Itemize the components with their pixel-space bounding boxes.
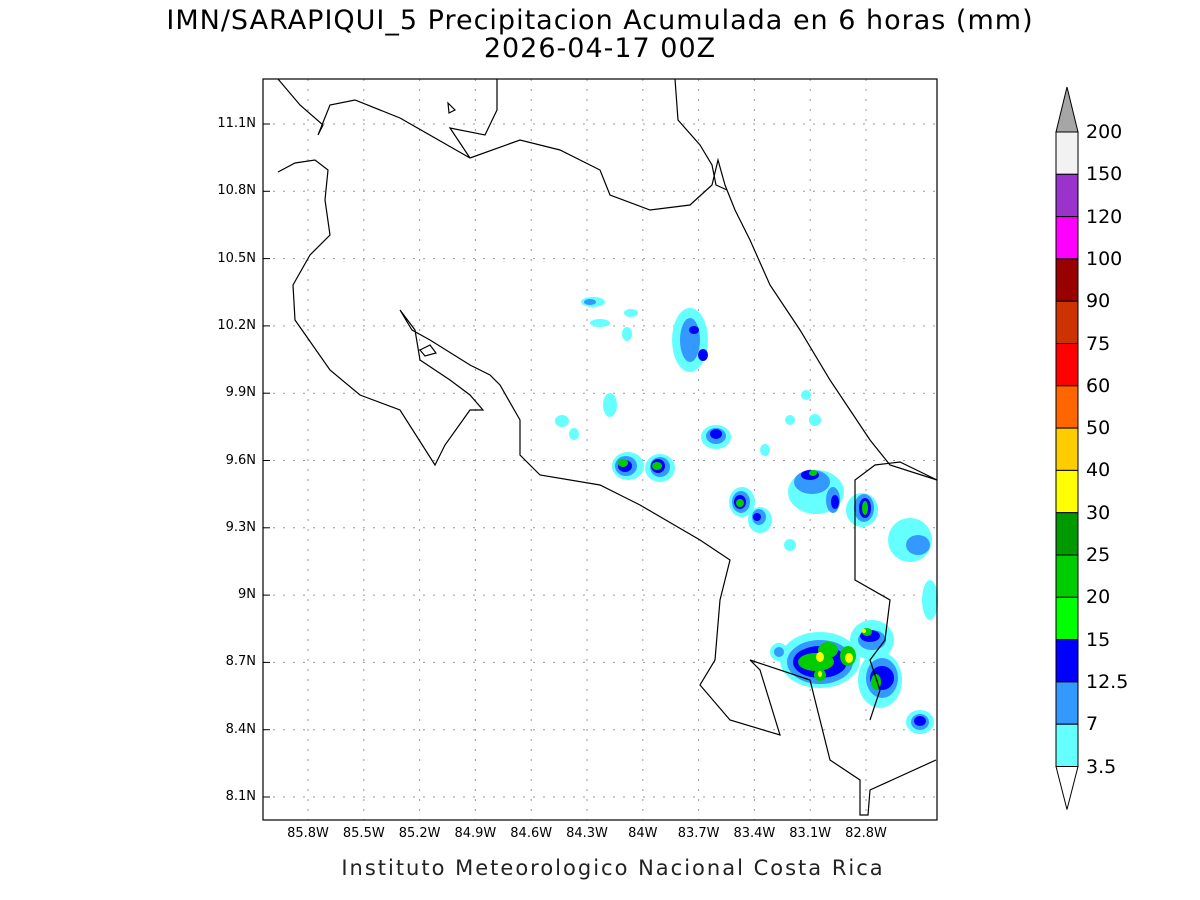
colorbar-label: 15 (1086, 628, 1111, 651)
colorbar-swatch (1055, 385, 1079, 429)
colorbar-label: 30 (1086, 501, 1111, 524)
lon-tick-label: 83.7W (677, 826, 720, 841)
lon-tick-label: 84.9W (454, 826, 497, 841)
colorbar-swatch (1055, 512, 1079, 556)
lon-tick-label: 84W (628, 826, 658, 841)
lat-tick-label: 9.3N (225, 519, 256, 535)
colorbar-label: 60 (1086, 374, 1111, 397)
colorbar-swatch (1055, 300, 1079, 345)
colorbar-swatch (1055, 723, 1079, 768)
map-title: IMN/SARAPIQUI_5 Precipitacion Acumulada … (166, 5, 1034, 36)
colorbar-label: 12.5 (1086, 670, 1129, 693)
colorbar-under-arrow (1055, 766, 1079, 810)
footer-credit: Instituto Meteorologico Nacional Costa R… (341, 856, 885, 880)
colorbar-swatch (1055, 427, 1079, 471)
lon-tick-label: 84.3W (566, 826, 608, 841)
colorbar-label: 100 (1086, 247, 1123, 270)
lon-tick-label: 85.8W (287, 826, 329, 841)
lon-tick-label: 82.8W (845, 826, 887, 841)
colorbar-label: 25 (1086, 544, 1111, 566)
colorbar-label: 200 (1086, 121, 1123, 143)
coastline-borders (277, 78, 938, 816)
colorbar-label: 150 (1086, 163, 1123, 186)
colorbar-swatch (1055, 173, 1079, 218)
colorbar-label: 7 (1086, 713, 1099, 736)
lat-tick-label: 8.1N (225, 789, 256, 804)
lat-tick-label: 9N (238, 587, 256, 603)
lat-tick-label: 11.1N (217, 116, 256, 131)
lat-tick-label: 8.7N (225, 654, 256, 670)
colorbar-swatch (1055, 131, 1079, 175)
colorbar-label: 90 (1086, 290, 1111, 313)
colorbar-swatch (1055, 258, 1079, 302)
lat-tick-label: 9.9N (225, 385, 256, 401)
colorbar-swatch (1055, 596, 1079, 641)
colorbar-label: 20 (1086, 586, 1111, 609)
lon-tick-label: 84.6W (510, 826, 553, 841)
colorbar-swatch (1055, 554, 1079, 598)
lat-tick-label: 10.8N (217, 183, 256, 199)
colorbar-label: 50 (1086, 417, 1111, 440)
colorbar-swatch (1055, 681, 1079, 725)
colorbar-swatch (1055, 343, 1079, 387)
colorbar-label: 75 (1086, 332, 1111, 355)
colorbar-swatch (1055, 469, 1079, 514)
lat-tick-label: 8.4N (225, 721, 256, 737)
lon-tick-label: 85.5W (342, 826, 385, 841)
colorbar-label: 3.5 (1086, 755, 1117, 778)
colorbar-label: 40 (1086, 459, 1111, 482)
map-subtitle: 2026-04-17 00Z (483, 33, 717, 64)
lat-tick-label: 10.2N (217, 317, 256, 333)
colorbar (1055, 86, 1079, 810)
lon-tick-label: 83.4W (733, 826, 776, 841)
map-frame (262, 78, 938, 821)
colorbar-label: 120 (1086, 205, 1123, 228)
lat-tick-label: 9.6N (225, 452, 256, 468)
colorbar-over-arrow (1055, 86, 1079, 133)
lon-tick-label: 85.2W (398, 826, 441, 841)
colorbar-swatch (1055, 216, 1079, 260)
colorbar-swatch (1055, 639, 1079, 683)
precipitation-field (555, 297, 938, 734)
lon-tick-label: 83.1W (789, 826, 832, 841)
lat-tick-label: 10.5N (217, 250, 256, 266)
